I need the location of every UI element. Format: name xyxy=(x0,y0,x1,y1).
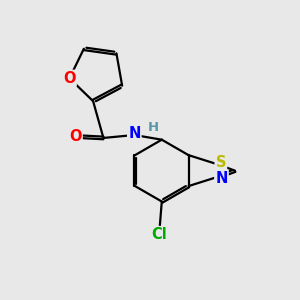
Text: N: N xyxy=(215,171,228,186)
Text: O: O xyxy=(63,71,76,86)
Text: Cl: Cl xyxy=(152,227,167,242)
Text: H: H xyxy=(148,121,159,134)
Text: N: N xyxy=(128,126,140,141)
Text: O: O xyxy=(69,129,82,144)
Text: S: S xyxy=(216,155,226,170)
